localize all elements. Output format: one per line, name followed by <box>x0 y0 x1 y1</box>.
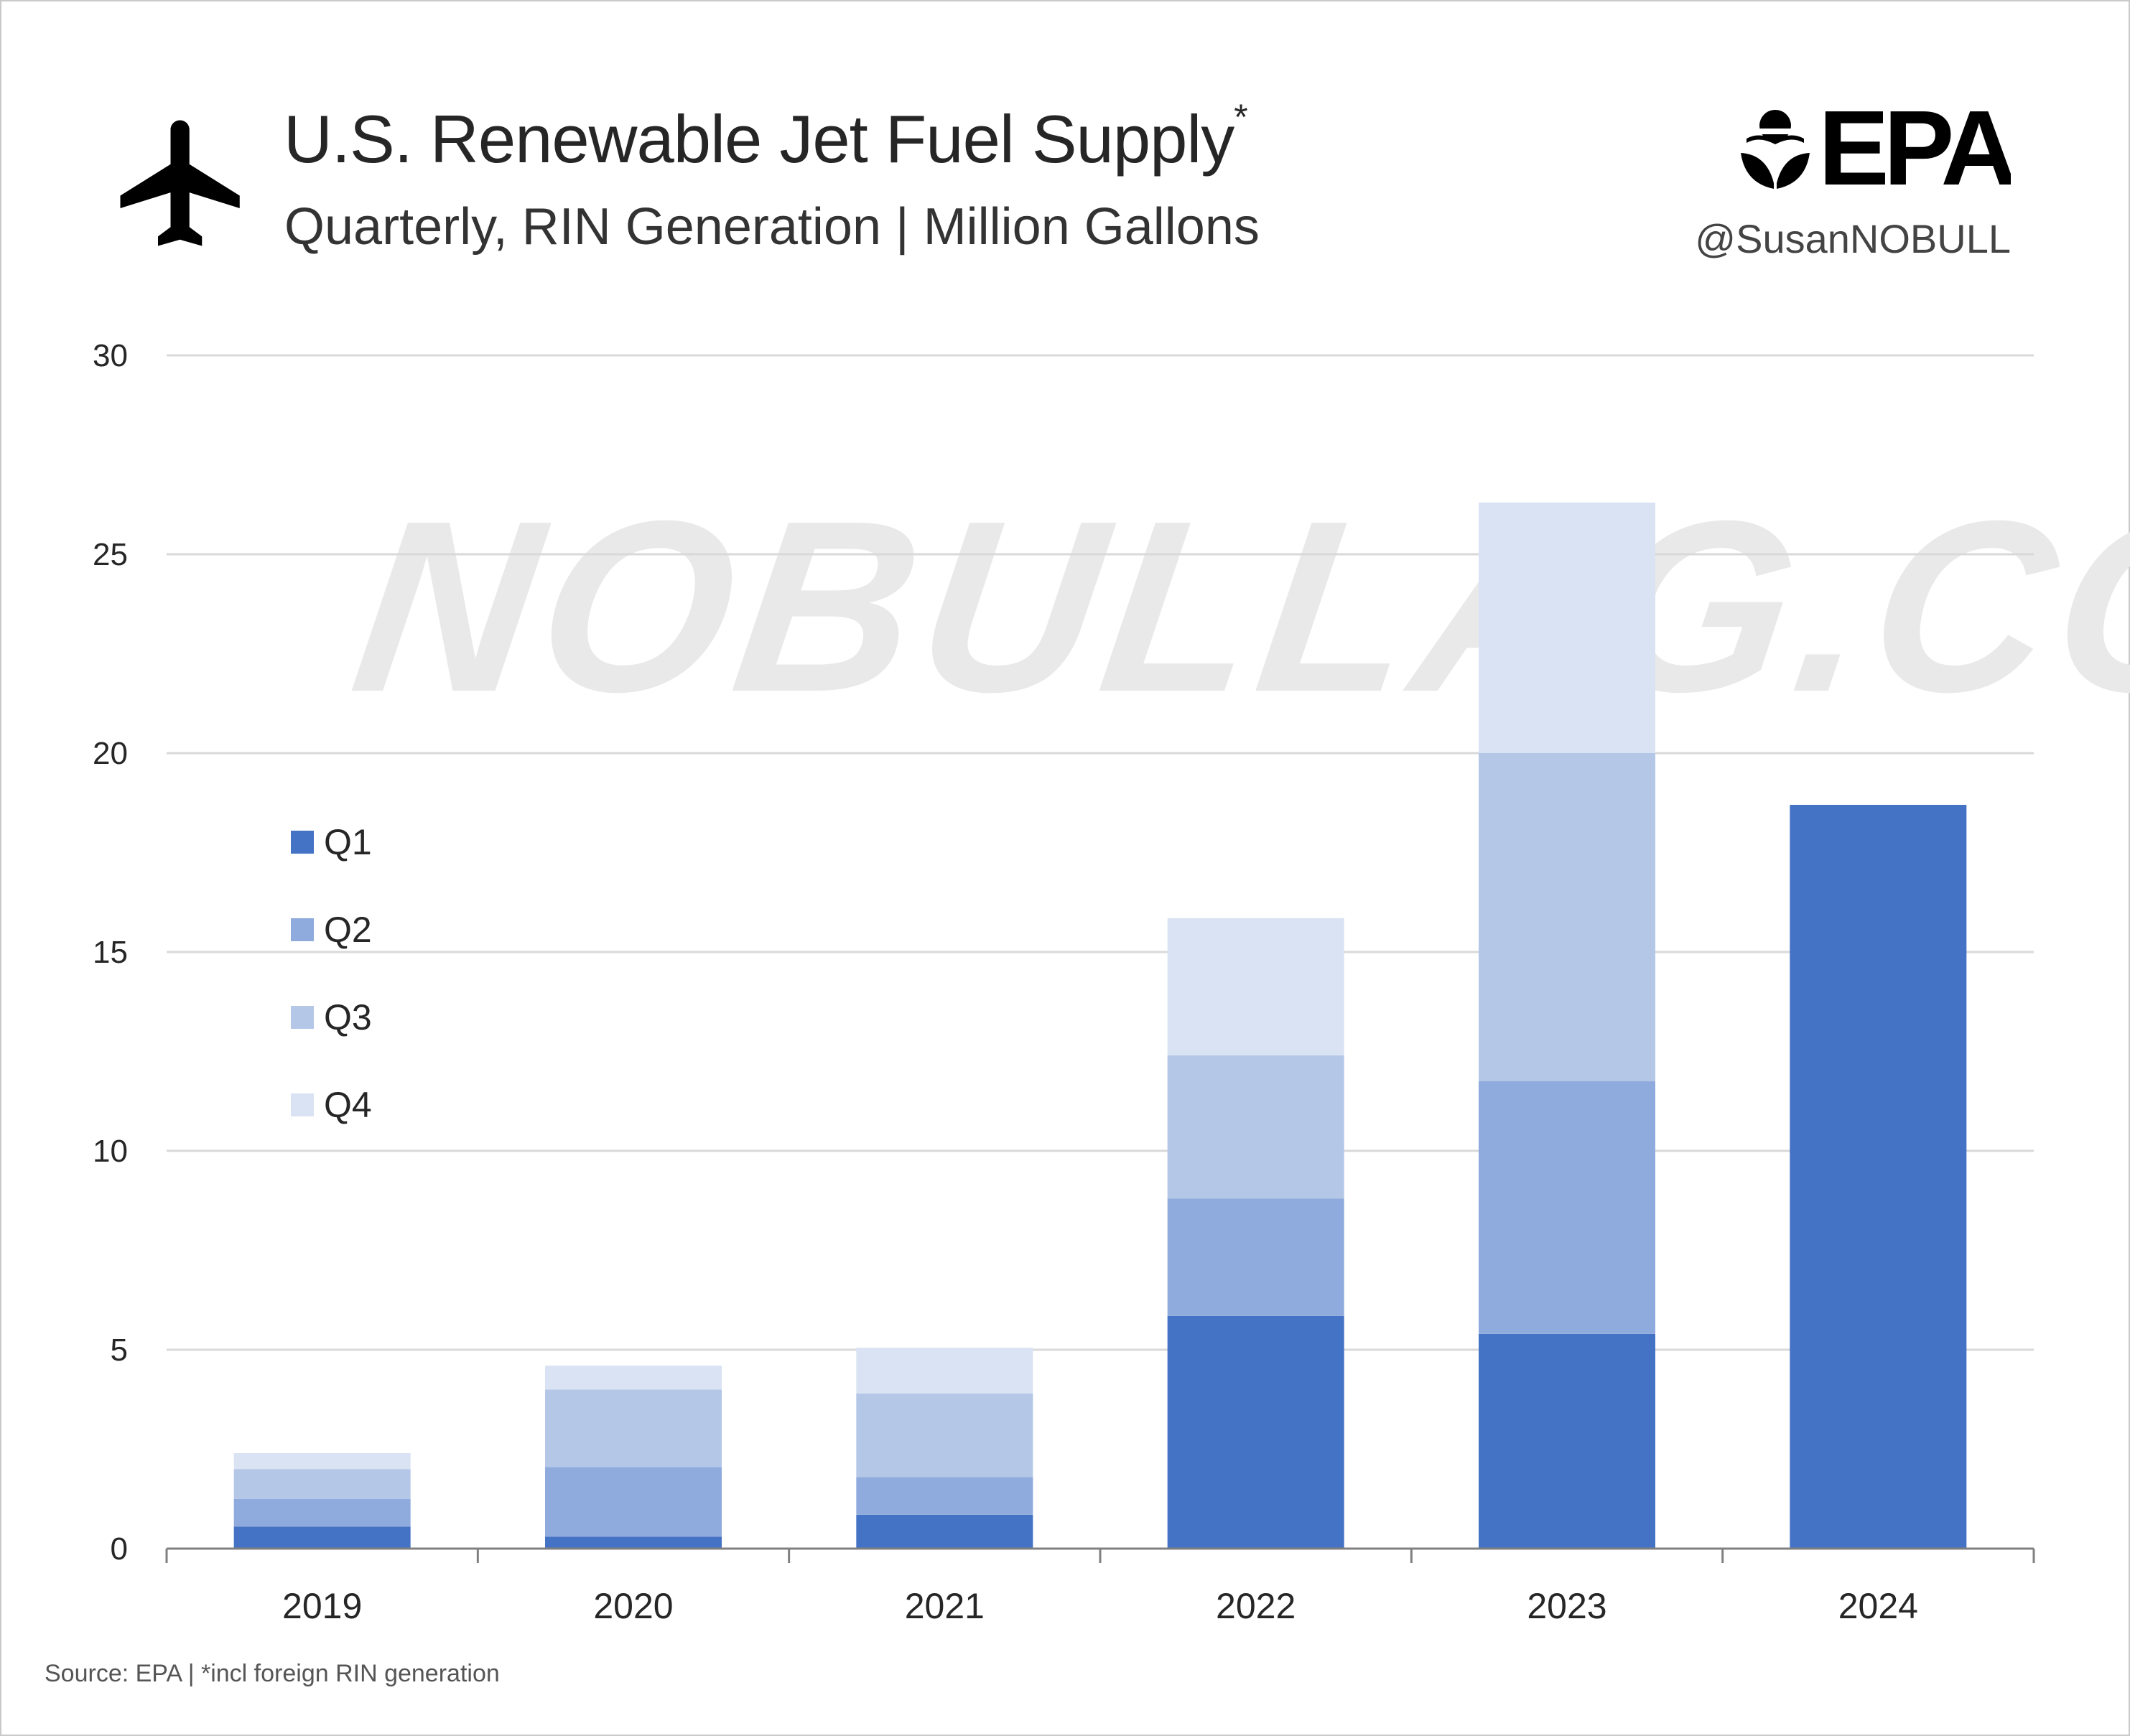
bar-2021-q1 <box>856 1514 1033 1549</box>
x-tick-label-2021: 2021 <box>905 1586 985 1626</box>
y-axis-labels: 0 5 10 15 20 25 30 <box>93 338 128 1567</box>
epa-logo: EPA <box>1741 97 2011 190</box>
legend-label-q2: Q2 <box>324 910 372 950</box>
legend-label-q3: Q3 <box>324 997 372 1037</box>
x-axis-labels: 2019 2020 2021 2022 2023 2024 <box>282 1586 1918 1626</box>
bar-2019-q4 <box>233 1453 411 1470</box>
bar-2020-q1 <box>545 1536 722 1549</box>
bar-2020-q2 <box>545 1467 722 1537</box>
x-tick-label-2023: 2023 <box>1527 1586 1606 1626</box>
bar-2023-q3 <box>1479 753 1655 1082</box>
legend-item-q3: Q3 <box>291 974 372 1061</box>
source-footnote: Source: EPA | *incl foreign RIN generati… <box>45 1660 500 1687</box>
bar-2022-q4 <box>1167 918 1344 1056</box>
bar-2020-q4 <box>545 1366 722 1390</box>
y-tick-label-25: 25 <box>93 537 128 572</box>
airplane-icon <box>120 120 240 246</box>
y-tick-label-15: 15 <box>93 935 128 970</box>
title-footnote-mark: * <box>1234 97 1247 137</box>
y-tick-label-0: 0 <box>111 1531 128 1567</box>
legend-swatch-q4 <box>291 1093 314 1116</box>
chart-title: U.S. Renewable Jet Fuel Supply* <box>284 97 1248 178</box>
x-tick-label-2019: 2019 <box>282 1586 362 1626</box>
x-axis <box>165 1547 2035 1563</box>
bar-2023-q4 <box>1479 502 1655 753</box>
y-tick-label-20: 20 <box>93 736 128 771</box>
chart-title-text: U.S. Renewable Jet Fuel Supply <box>284 101 1234 177</box>
bar-2023-q1 <box>1479 1333 1655 1549</box>
bar-2022-q2 <box>1167 1198 1344 1316</box>
bar-2021-q3 <box>856 1393 1033 1478</box>
bar-2023-q2 <box>1479 1081 1655 1334</box>
y-tick-label-10: 10 <box>93 1134 128 1169</box>
x-tick-label-2020: 2020 <box>593 1586 673 1626</box>
bar-2021-q2 <box>856 1477 1033 1515</box>
bar-2019-q3 <box>233 1469 411 1499</box>
bar-2024-q1 <box>1790 805 1967 1549</box>
x-tick-label-2022: 2022 <box>1216 1586 1296 1626</box>
bar-2022-q3 <box>1167 1055 1344 1199</box>
bar-2022-q1 <box>1167 1315 1344 1549</box>
legend-item-q1: Q1 <box>291 798 372 886</box>
legend-swatch-q3 <box>291 1006 314 1029</box>
legend-swatch-q1 <box>291 831 314 854</box>
bar-2019-q2 <box>233 1498 411 1527</box>
epa-flower-icon <box>1741 110 1810 189</box>
bar-2020-q3 <box>545 1389 722 1467</box>
y-tick-label-5: 5 <box>111 1333 128 1368</box>
y-tick-label-30: 30 <box>93 338 128 373</box>
bar-2019-q1 <box>233 1526 411 1549</box>
legend-item-q2: Q2 <box>291 886 372 974</box>
gridlines <box>167 354 2034 1351</box>
x-tick-label-2024: 2024 <box>1838 1586 1918 1626</box>
legend-label-q1: Q1 <box>324 822 372 862</box>
bar-2021-q4 <box>856 1348 1033 1394</box>
legend-swatch-q2 <box>291 918 314 941</box>
chart-subtitle: Quarterly, RIN Generation | Million Gall… <box>284 198 1260 256</box>
epa-logo-text: EPA <box>1818 97 2011 190</box>
legend-label-q4: Q4 <box>324 1085 372 1125</box>
legend-item-q4: Q4 <box>291 1061 372 1149</box>
bars <box>233 502 1967 1549</box>
author-handle: @SusanNOBULL <box>1695 216 2011 261</box>
legend: Q1 Q2 Q3 Q4 <box>291 798 372 1149</box>
